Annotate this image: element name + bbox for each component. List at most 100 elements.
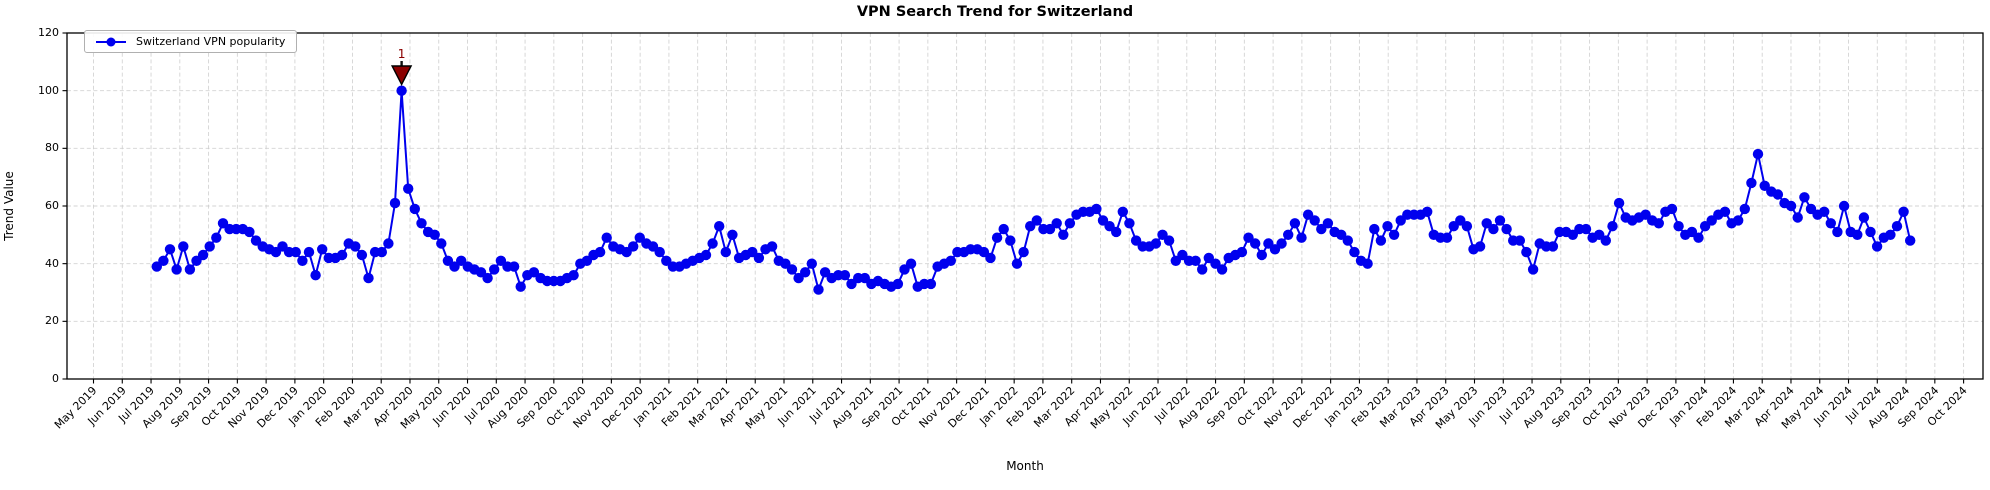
data-point: [389, 197, 401, 209]
legend: Switzerland VPN popularity: [84, 30, 298, 53]
data-point: [197, 249, 209, 261]
data-point: [1296, 232, 1307, 243]
data-point: [991, 232, 1003, 243]
data-point: [178, 241, 189, 252]
data-point: [1190, 255, 1201, 266]
data-point: [1819, 206, 1830, 217]
data-point: [1044, 223, 1056, 235]
data-point: [1058, 229, 1069, 240]
data-point: [317, 244, 328, 255]
data-point: [1607, 221, 1618, 232]
data-point: [1388, 229, 1400, 240]
data-point: [363, 272, 374, 284]
data-point: [376, 246, 387, 258]
data-point: [707, 238, 718, 249]
data-point: [1150, 238, 1162, 249]
data-point: [1494, 215, 1506, 226]
data-point: [1600, 235, 1612, 246]
data-point: [1858, 212, 1870, 223]
data-point: [1514, 235, 1526, 246]
data-point: [1289, 218, 1301, 229]
data-point: [1064, 218, 1076, 229]
legend-line-marker-icon: [96, 37, 126, 46]
data-point: [839, 270, 851, 281]
data-point: [1256, 249, 1268, 261]
x-axis-label: Month: [1006, 459, 1044, 473]
data-point: [403, 183, 414, 194]
data-point: [813, 284, 824, 295]
data-point: [356, 249, 368, 261]
y-tick-label: 20: [45, 314, 59, 328]
data-point: [449, 261, 460, 272]
data-point: [1905, 235, 1916, 246]
data-point: [1011, 258, 1023, 269]
y-tick-label: 100: [38, 83, 59, 97]
data-point: [1838, 200, 1850, 212]
legend-label: Switzerland VPN popularity: [136, 35, 286, 48]
data-point: [766, 241, 778, 252]
data-point: [396, 85, 407, 96]
data-point: [594, 246, 606, 258]
data-point: [1005, 235, 1016, 246]
data-point: [1461, 221, 1473, 232]
data-point: [1746, 177, 1757, 189]
data-point: [720, 246, 731, 258]
data-point: [628, 241, 639, 252]
data-point: [171, 264, 182, 275]
data-point: [290, 246, 301, 258]
data-point: [1666, 203, 1678, 215]
data-point: [416, 218, 427, 229]
data-point: [303, 246, 315, 258]
data-point: [1871, 241, 1883, 252]
data-point: [1792, 212, 1803, 223]
data-point: [905, 258, 917, 269]
data-point: [1236, 246, 1248, 258]
data-point: [1613, 197, 1625, 209]
data-point: [515, 281, 526, 292]
y-tick-label: 40: [45, 256, 59, 270]
data-point: [1124, 218, 1135, 229]
data-point: [1283, 229, 1294, 240]
data-point: [800, 267, 811, 278]
data-point: [654, 246, 665, 258]
data-point: [998, 223, 1009, 235]
data-point: [164, 244, 176, 255]
data-point: [1898, 206, 1909, 217]
data-point: [1342, 235, 1354, 246]
data-point: [1216, 264, 1228, 275]
data-point: [1580, 223, 1592, 235]
data-point: [1653, 218, 1665, 229]
data-point: [846, 278, 857, 290]
data-point: [714, 221, 725, 232]
data-point: [1673, 221, 1684, 232]
data-point: [1349, 246, 1360, 258]
data-point: [1521, 246, 1532, 258]
data-point: [1785, 200, 1797, 212]
data-point: [1865, 226, 1876, 238]
data-point: [1733, 215, 1744, 226]
data-point: [436, 238, 447, 249]
data-point: [1719, 206, 1731, 217]
data-point: [601, 232, 612, 243]
data-point: [1111, 226, 1122, 238]
data-point: [1799, 192, 1810, 203]
data-point: [1031, 215, 1043, 226]
data-point: [482, 272, 493, 284]
data-point: [1481, 218, 1492, 229]
data-point: [508, 261, 520, 272]
y-tick-label: 60: [45, 199, 59, 212]
data-point: [1091, 203, 1102, 215]
data-point: [158, 255, 169, 266]
data-point: [1693, 232, 1704, 243]
y-tick-label: 0: [52, 372, 59, 385]
data-point: [489, 264, 500, 275]
data-point: [1117, 206, 1129, 217]
data-point: [1501, 223, 1512, 235]
data-point: [1309, 215, 1320, 226]
data-point: [1441, 232, 1453, 243]
data-point: [250, 235, 262, 246]
data-point: [1382, 221, 1393, 232]
data-point: [753, 252, 765, 264]
data-point: [1772, 189, 1784, 200]
data-point: [297, 255, 308, 266]
